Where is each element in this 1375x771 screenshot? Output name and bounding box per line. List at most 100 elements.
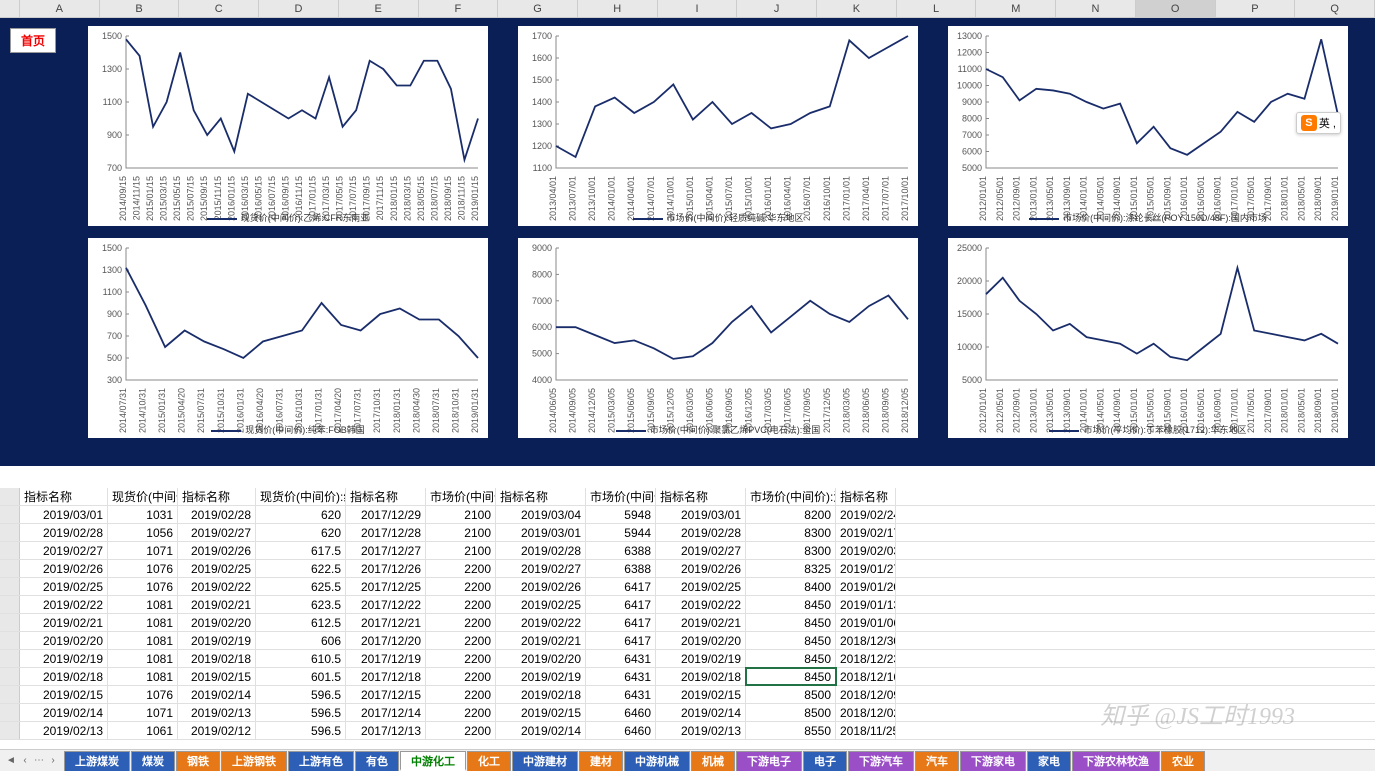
grid-cell[interactable]: 2017/12/28 [346, 524, 426, 541]
col-header-F[interactable]: F [419, 0, 499, 17]
grid-cell[interactable]: 6388 [586, 542, 656, 559]
col-header-M[interactable]: M [976, 0, 1056, 17]
grid-cell[interactable]: 2019/02/27 [656, 542, 746, 559]
grid-cell[interactable]: 1071 [108, 704, 178, 721]
grid-cell[interactable]: 2019/02/19 [178, 632, 256, 649]
grid-header[interactable]: 指标名称 [496, 488, 586, 505]
grid-cell[interactable]: 2018/12/23 [836, 650, 896, 667]
grid-cell[interactable]: 2019/02/27 [496, 560, 586, 577]
col-header-G[interactable]: G [498, 0, 578, 17]
grid-cell[interactable]: 2100 [426, 506, 496, 523]
grid-cell[interactable]: 1071 [108, 542, 178, 559]
grid-cell[interactable]: 1076 [108, 560, 178, 577]
grid-cell[interactable]: 1056 [108, 524, 178, 541]
grid-cell[interactable]: 1081 [108, 596, 178, 613]
sheet-tab[interactable]: 中游化工 [400, 751, 466, 771]
grid-header[interactable]: 指标名称 [656, 488, 746, 505]
tab-nav-prev-icon[interactable]: ‹ [18, 753, 32, 769]
grid-cell[interactable]: 2019/02/20 [496, 650, 586, 667]
col-header-E[interactable]: E [339, 0, 419, 17]
grid-cell[interactable]: 1081 [108, 632, 178, 649]
col-header-D[interactable]: D [259, 0, 339, 17]
grid-cell[interactable]: 1076 [108, 578, 178, 595]
grid-cell[interactable]: 2017/12/15 [346, 686, 426, 703]
grid-cell[interactable]: 606 [256, 632, 346, 649]
grid-cell[interactable]: 2019/02/21 [178, 596, 256, 613]
grid-cell[interactable]: 2019/03/01 [496, 524, 586, 541]
grid-cell[interactable]: 617.5 [256, 542, 346, 559]
grid-cell[interactable]: 2019/01/06 [836, 614, 896, 631]
col-header-J[interactable]: J [737, 0, 817, 17]
grid-header[interactable]: 指标名称 [836, 488, 896, 505]
grid-cell[interactable]: 2200 [426, 578, 496, 595]
grid-cell[interactable]: 1076 [108, 686, 178, 703]
grid-cell[interactable]: 1061 [108, 722, 178, 739]
grid-cell[interactable]: 6417 [586, 614, 656, 631]
grid-cell[interactable]: 2019/02/15 [656, 686, 746, 703]
grid-cell[interactable]: 620 [256, 506, 346, 523]
grid-cell[interactable]: 2019/02/25 [20, 578, 108, 595]
grid-cell[interactable]: 2019/02/15 [20, 686, 108, 703]
grid-cell[interactable]: 6417 [586, 578, 656, 595]
grid-cell[interactable]: 2019/02/21 [20, 614, 108, 631]
grid-cell[interactable]: 2019/02/26 [178, 542, 256, 559]
grid-cell[interactable]: 2200 [426, 632, 496, 649]
grid-cell[interactable]: 2019/02/20 [656, 632, 746, 649]
sheet-tab[interactable]: 下游汽车 [848, 751, 914, 771]
grid-cell[interactable]: 2018/12/02 [836, 704, 896, 721]
grid-cell[interactable]: 5944 [586, 524, 656, 541]
grid-cell[interactable]: 8450 [746, 650, 836, 667]
grid-cell[interactable]: 2017/12/26 [346, 560, 426, 577]
grid-cell[interactable]: 2019/01/20 [836, 578, 896, 595]
grid-cell[interactable]: 5948 [586, 506, 656, 523]
sheet-tab[interactable]: 有色 [355, 751, 399, 771]
grid-cell[interactable]: 2017/12/18 [346, 668, 426, 685]
grid-cell[interactable]: 2017/12/20 [346, 632, 426, 649]
grid-cell[interactable]: 2019/02/21 [656, 614, 746, 631]
sheet-tab[interactable]: 机械 [691, 751, 735, 771]
col-header-P[interactable]: P [1216, 0, 1296, 17]
grid-header[interactable]: 指标名称 [178, 488, 256, 505]
grid-cell[interactable]: 6417 [586, 632, 656, 649]
grid-cell[interactable]: 2019/02/12 [178, 722, 256, 739]
grid-header[interactable]: 现货价(中间价):纯苯 [256, 488, 346, 505]
sheet-tab[interactable]: 中游机械 [624, 751, 690, 771]
grid-cell[interactable]: 2019/02/28 [496, 542, 586, 559]
grid-cell[interactable]: 2019/02/14 [496, 722, 586, 739]
sheet-tab[interactable]: 中游建材 [512, 751, 578, 771]
grid-header[interactable]: 指标名称 [346, 488, 426, 505]
grid-cell[interactable]: 2019/02/27 [178, 524, 256, 541]
grid-cell[interactable]: 8200 [746, 506, 836, 523]
grid-cell[interactable]: 8450 [746, 596, 836, 613]
grid-cell[interactable]: 2019/02/13 [178, 704, 256, 721]
sheet-tab[interactable]: 汽车 [915, 751, 959, 771]
grid-cell[interactable]: 2019/03/04 [496, 506, 586, 523]
grid-cell[interactable]: 2017/12/22 [346, 596, 426, 613]
grid-cell[interactable]: 2019/02/18 [656, 668, 746, 685]
grid-cell[interactable]: 2100 [426, 524, 496, 541]
grid-cell[interactable]: 1081 [108, 650, 178, 667]
grid-cell[interactable]: 2017/12/25 [346, 578, 426, 595]
grid-header[interactable]: 现货价(中间价):乙 [108, 488, 178, 505]
col-header-K[interactable]: K [817, 0, 897, 17]
col-header-Q[interactable]: Q [1295, 0, 1375, 17]
grid-cell[interactable]: 601.5 [256, 668, 346, 685]
grid-cell[interactable]: 2019/02/13 [656, 722, 746, 739]
grid-cell[interactable]: 2019/02/22 [20, 596, 108, 613]
grid-cell[interactable]: 2019/02/26 [656, 560, 746, 577]
grid-cell[interactable]: 2018/12/16 [836, 668, 896, 685]
col-header-L[interactable]: L [897, 0, 977, 17]
col-header-C[interactable]: C [179, 0, 259, 17]
grid-cell[interactable]: 2200 [426, 722, 496, 739]
grid-cell[interactable]: 2017/12/13 [346, 722, 426, 739]
grid-cell[interactable]: 2019/02/19 [496, 668, 586, 685]
grid-cell[interactable]: 2019/02/28 [656, 524, 746, 541]
sheet-tab[interactable]: 下游电子 [736, 751, 802, 771]
grid-cell[interactable]: 2019/03/01 [656, 506, 746, 523]
grid-cell[interactable]: 2017/12/21 [346, 614, 426, 631]
grid-cell[interactable]: 8300 [746, 524, 836, 541]
grid-cell[interactable]: 8500 [746, 686, 836, 703]
grid-cell[interactable]: 2019/02/13 [20, 722, 108, 739]
grid-cell[interactable]: 2017/12/29 [346, 506, 426, 523]
grid-cell[interactable]: 2019/02/19 [20, 650, 108, 667]
